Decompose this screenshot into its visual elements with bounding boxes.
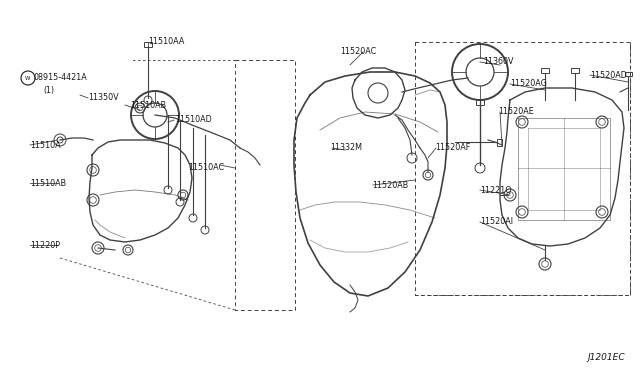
Text: 11221Q: 11221Q <box>480 186 511 195</box>
Text: W: W <box>25 76 31 80</box>
Bar <box>144 42 152 47</box>
Text: 11332M: 11332M <box>330 144 362 153</box>
Text: 11360V: 11360V <box>483 58 513 67</box>
Text: 11520AG: 11520AG <box>510 80 547 89</box>
Text: 11510AB: 11510AB <box>30 179 66 187</box>
Text: (1): (1) <box>43 87 54 96</box>
Bar <box>625 72 632 76</box>
Text: 11220P: 11220P <box>30 241 60 250</box>
Text: 11520AD: 11520AD <box>590 71 627 80</box>
Text: 08915-4421A: 08915-4421A <box>34 74 88 83</box>
Bar <box>541 68 549 73</box>
Text: J1201EC: J1201EC <box>588 353 625 362</box>
Text: 11510AC: 11510AC <box>188 164 224 173</box>
Text: 11350V: 11350V <box>88 93 118 103</box>
Text: 11510A: 11510A <box>30 141 61 150</box>
Text: 11520AB: 11520AB <box>372 180 408 189</box>
Text: 11520AC: 11520AC <box>340 48 376 57</box>
Text: 11520AE: 11520AE <box>498 108 534 116</box>
Text: 11510AA: 11510AA <box>148 38 184 46</box>
Bar <box>571 68 579 73</box>
Text: 11520AI: 11520AI <box>480 218 513 227</box>
Bar <box>497 139 502 146</box>
Text: 11510AB: 11510AB <box>130 100 166 109</box>
Bar <box>476 100 484 105</box>
Text: 11520AF: 11520AF <box>435 144 470 153</box>
Text: 11510AD: 11510AD <box>175 115 212 125</box>
